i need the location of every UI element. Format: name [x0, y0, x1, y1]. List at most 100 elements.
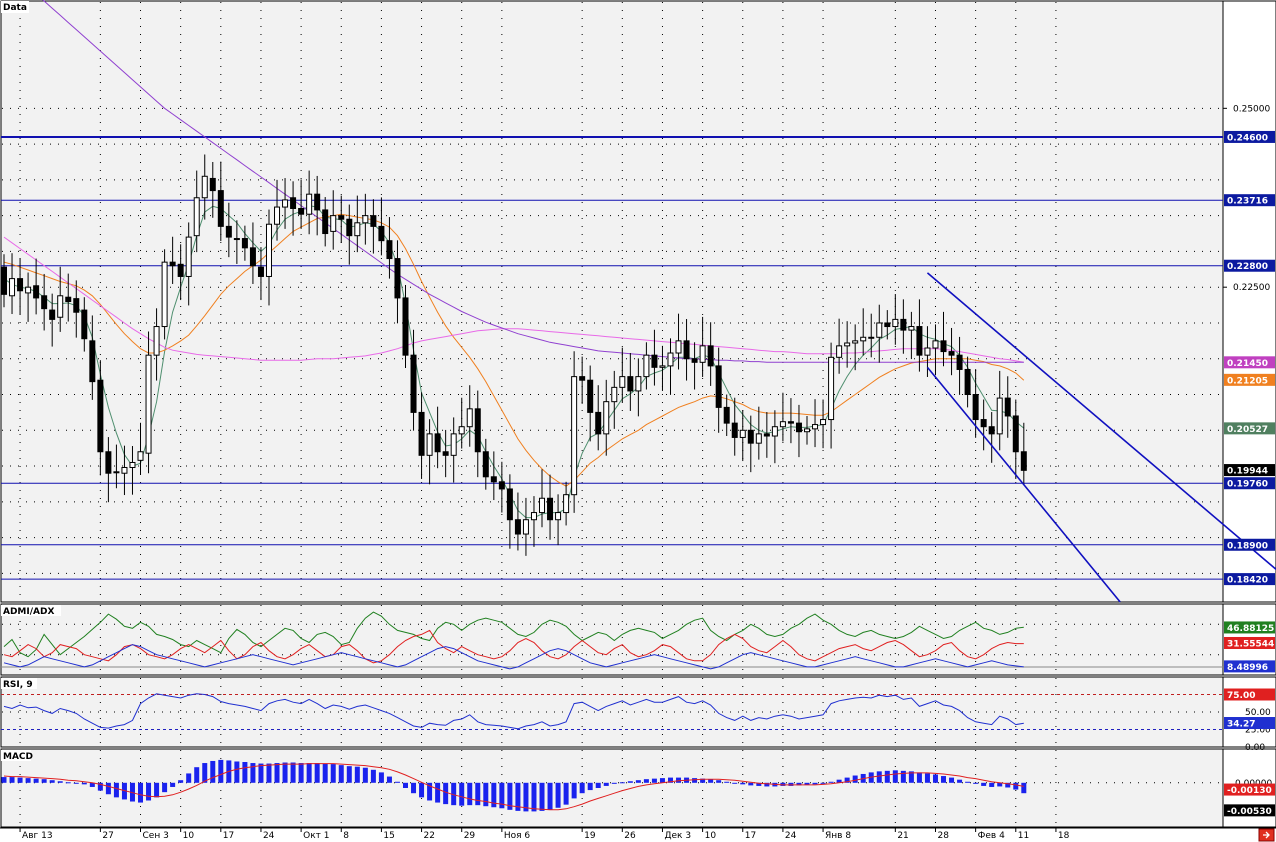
- candle-bullish[interactable]: [9, 278, 16, 297]
- candle-bearish[interactable]: [490, 476, 497, 483]
- candle-bearish[interactable]: [249, 247, 256, 267]
- candle-bullish[interactable]: [611, 386, 618, 403]
- candle-bullish[interactable]: [932, 340, 939, 349]
- candle-bullish[interactable]: [667, 352, 674, 367]
- candle-bearish[interactable]: [691, 358, 698, 363]
- candle-bullish[interactable]: [619, 376, 626, 388]
- candle-bearish[interactable]: [49, 309, 56, 320]
- candle-bearish[interactable]: [97, 379, 104, 453]
- candle-bullish[interactable]: [25, 286, 32, 294]
- candle-bullish[interactable]: [57, 295, 64, 318]
- candle-bearish[interactable]: [410, 354, 417, 413]
- candle-bullish[interactable]: [779, 421, 786, 428]
- candle-bearish[interactable]: [972, 394, 979, 421]
- candle-bearish[interactable]: [916, 326, 923, 356]
- candle-bearish[interactable]: [683, 340, 690, 360]
- candle-bearish[interactable]: [651, 354, 658, 368]
- candle-bearish[interactable]: [795, 422, 802, 433]
- candle-bearish[interactable]: [17, 278, 24, 292]
- candle-bullish[interactable]: [113, 471, 120, 474]
- candle-bearish[interactable]: [370, 215, 377, 227]
- candle-bearish[interactable]: [715, 365, 722, 408]
- candle-bearish[interactable]: [434, 433, 441, 453]
- candle-bullish[interactable]: [820, 419, 827, 426]
- candle-bearish[interactable]: [1004, 397, 1011, 417]
- candle-bullish[interactable]: [860, 336, 867, 342]
- candle-bullish[interactable]: [137, 451, 144, 461]
- candle-bullish[interactable]: [282, 199, 289, 208]
- candle-bearish[interactable]: [217, 190, 224, 227]
- candle-bullish[interactable]: [643, 354, 650, 378]
- candle-bearish[interactable]: [787, 421, 794, 424]
- candle-bullish[interactable]: [659, 365, 666, 368]
- candle-bearish[interactable]: [65, 296, 72, 303]
- channel-upper-line[interactable]: [926, 272, 1276, 574]
- candle-bearish[interactable]: [225, 225, 232, 238]
- candle-bullish[interactable]: [274, 206, 281, 225]
- candle-bearish[interactable]: [474, 408, 481, 453]
- candle-bearish[interactable]: [482, 451, 489, 478]
- candle-bearish[interactable]: [105, 451, 112, 474]
- candle-bearish[interactable]: [707, 345, 714, 367]
- candle-bearish[interactable]: [587, 379, 594, 413]
- candle-bullish[interactable]: [804, 428, 810, 433]
- candle-bullish[interactable]: [924, 347, 931, 356]
- candle-bullish[interactable]: [852, 340, 859, 344]
- candle-bullish[interactable]: [265, 223, 272, 277]
- candle-bearish[interactable]: [980, 419, 987, 428]
- candle-bullish[interactable]: [539, 497, 546, 514]
- candle-bearish[interactable]: [731, 422, 738, 438]
- candle-bullish[interactable]: [908, 326, 915, 331]
- candle-bearish[interactable]: [747, 429, 754, 444]
- candle-bearish[interactable]: [33, 285, 40, 299]
- candle-bearish[interactable]: [1, 266, 7, 295]
- candle-bearish[interactable]: [988, 426, 995, 435]
- candle-bearish[interactable]: [956, 354, 963, 370]
- candle-bearish[interactable]: [402, 297, 409, 356]
- candle-bearish[interactable]: [177, 263, 184, 277]
- candle-bullish[interactable]: [571, 376, 578, 496]
- candle-bullish[interactable]: [426, 433, 433, 456]
- candle-bearish[interactable]: [298, 207, 305, 215]
- candle-bearish[interactable]: [81, 309, 88, 340]
- candle-bullish[interactable]: [330, 215, 337, 232]
- candle-bullish[interactable]: [771, 426, 778, 437]
- candle-bullish[interactable]: [755, 433, 762, 444]
- candle-bearish[interactable]: [595, 411, 602, 435]
- candle-bearish[interactable]: [884, 322, 891, 328]
- candle-bullish[interactable]: [603, 401, 610, 435]
- candle-bullish[interactable]: [185, 236, 192, 277]
- candle-bearish[interactable]: [763, 433, 770, 437]
- candle-bullish[interactable]: [530, 512, 537, 521]
- candle-bullish[interactable]: [555, 512, 562, 521]
- candle-bearish[interactable]: [940, 340, 947, 353]
- candle-bearish[interactable]: [209, 177, 216, 192]
- candle-bearish[interactable]: [579, 376, 586, 381]
- candle-bullish[interactable]: [563, 494, 570, 514]
- candle-bearish[interactable]: [241, 238, 248, 249]
- candle-bearish[interactable]: [290, 197, 297, 209]
- candle-bearish[interactable]: [1012, 415, 1019, 453]
- candle-bullish[interactable]: [522, 519, 529, 535]
- candle-bullish[interactable]: [739, 429, 746, 438]
- candle-bearish[interactable]: [394, 258, 401, 299]
- candle-bullish[interactable]: [699, 345, 706, 363]
- candle-bullish[interactable]: [836, 345, 843, 358]
- candle-bullish[interactable]: [129, 461, 136, 468]
- candle-bullish[interactable]: [450, 433, 457, 456]
- candle-bullish[interactable]: [675, 340, 682, 354]
- candle-bullish[interactable]: [635, 376, 642, 392]
- candle-bearish[interactable]: [73, 298, 80, 313]
- candle-bullish[interactable]: [876, 322, 883, 338]
- candle-bullish[interactable]: [892, 318, 899, 328]
- candle-bullish[interactable]: [812, 424, 819, 430]
- candle-bearish[interactable]: [346, 218, 353, 237]
- candle-bearish[interactable]: [723, 406, 730, 424]
- candle-bearish[interactable]: [498, 481, 505, 490]
- candle-bullish[interactable]: [233, 238, 240, 241]
- candle-bullish[interactable]: [201, 175, 208, 199]
- candle-bullish[interactable]: [354, 222, 361, 237]
- candle-bullish[interactable]: [868, 336, 875, 339]
- candle-bearish[interactable]: [506, 488, 513, 521]
- candle-bullish[interactable]: [362, 215, 369, 224]
